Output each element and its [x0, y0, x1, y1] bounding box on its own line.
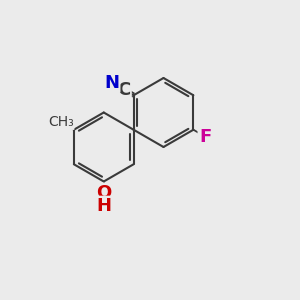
- Text: C: C: [117, 80, 130, 98]
- Text: CH₃: CH₃: [48, 115, 74, 129]
- Text: H: H: [96, 197, 111, 215]
- Text: F: F: [199, 128, 211, 146]
- Text: N: N: [104, 74, 119, 92]
- Text: O: O: [96, 184, 111, 202]
